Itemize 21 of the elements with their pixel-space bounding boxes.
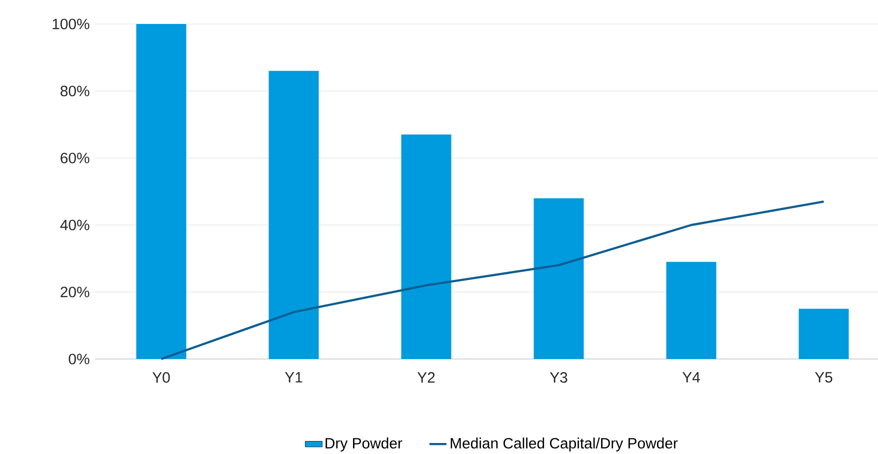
legend-label: Dry Powder [326, 438, 402, 452]
y-tick-label: 60% [60, 152, 90, 164]
x-tick-label: Y0 [152, 372, 170, 383]
y-tick-label: 40% [60, 220, 90, 230]
y-tick-label: 100% [52, 18, 90, 30]
bar [534, 198, 584, 359]
bar [666, 262, 716, 359]
bar [798, 308, 849, 359]
line-series [160, 200, 825, 360]
x-tick-label: Y4 [682, 372, 700, 382]
x-tick-label: Y1 [284, 372, 302, 382]
x-tick-label: Y2 [417, 372, 435, 383]
y-tick-label: 20% [60, 286, 90, 298]
x-tick-label: Y3 [550, 372, 568, 383]
y-tick-label: 0% [68, 354, 90, 364]
x-tick-label: Y5 [814, 372, 832, 383]
bar [136, 24, 186, 359]
bar [268, 70, 319, 359]
y-tick-label: 80% [60, 86, 90, 96]
bar [401, 134, 452, 359]
legend-label: Median Called Capital/Dry Powder [450, 438, 678, 452]
